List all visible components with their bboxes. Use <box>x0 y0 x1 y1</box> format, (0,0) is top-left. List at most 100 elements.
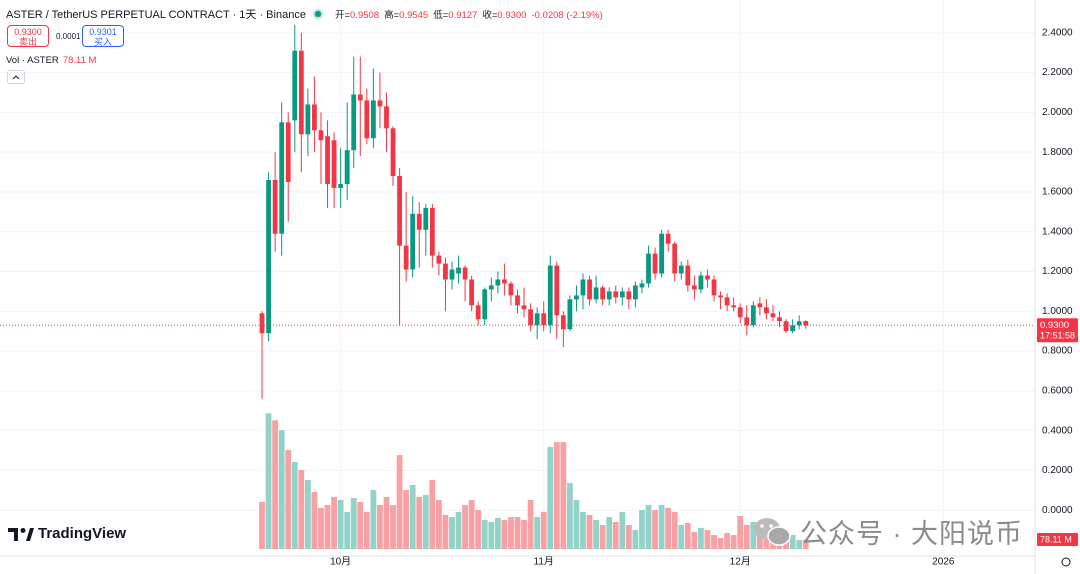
volume-bar <box>632 530 639 549</box>
candle-body <box>718 295 723 298</box>
status-dot <box>312 9 323 19</box>
sell-label: 卖出 <box>18 37 37 47</box>
volume-bar <box>278 429 285 549</box>
candle-body <box>600 287 606 300</box>
candle-body <box>619 291 625 298</box>
volume-bar <box>684 523 691 549</box>
candle-body <box>757 303 763 308</box>
volume-bar <box>363 511 370 549</box>
candle-body <box>639 283 645 288</box>
candle-body <box>606 291 612 300</box>
volume-bar <box>698 527 704 549</box>
volume-bar <box>717 537 724 549</box>
candle-body <box>312 104 317 131</box>
volume-bar <box>750 521 757 549</box>
spread: 0.0001 <box>56 32 81 41</box>
volume-bar <box>416 497 423 549</box>
collapse-icon <box>12 75 20 80</box>
volume-bar <box>396 455 403 549</box>
volume-bar <box>606 517 613 549</box>
volume-bar <box>547 446 554 549</box>
y-tick-label: 0.0000 <box>1042 505 1073 516</box>
volume-bar <box>593 520 600 549</box>
candle-body <box>698 275 704 290</box>
candle-body <box>659 233 665 274</box>
ohlc-label: 开= <box>334 10 351 21</box>
candle-body <box>508 283 514 296</box>
candle-body <box>626 291 632 300</box>
volume-bar <box>665 507 672 549</box>
volume-bar <box>370 490 377 549</box>
volume-bar <box>377 504 383 549</box>
candle-body <box>633 285 638 300</box>
candle-body <box>672 243 678 274</box>
candle-body <box>456 267 461 274</box>
volume-bar <box>435 500 442 549</box>
candle-body <box>272 180 278 234</box>
candle-body <box>796 321 802 326</box>
volume-bar <box>331 497 337 549</box>
volume-bar <box>468 500 475 549</box>
sell-button[interactable]: 0.9300 卖出 <box>7 25 49 47</box>
candle-body <box>351 94 357 151</box>
candle-body <box>285 122 291 183</box>
candle-body <box>678 265 684 274</box>
y-tick-label: 2.2000 <box>1042 67 1073 78</box>
candle-body <box>567 299 573 330</box>
volume-bar <box>521 520 527 549</box>
y-tick-label: 0.6000 <box>1042 386 1073 397</box>
x-tick-label: 12月 <box>730 556 751 568</box>
volume-bar <box>639 510 645 549</box>
volume-bar <box>337 500 344 549</box>
candle-body <box>344 150 350 185</box>
volume-bar <box>481 520 488 549</box>
candle-body <box>416 213 422 230</box>
volume-bar <box>390 504 396 549</box>
price-tag <box>1037 318 1078 343</box>
x-tick-label: 11月 <box>534 556 554 568</box>
candle-body <box>737 307 743 318</box>
ohlc-legend: 开=0.9508 高=0.9545 低=0.9127 收=0.9300 -0.0208 … <box>330 7 603 21</box>
candle-body <box>298 50 304 135</box>
candle-body <box>777 317 782 322</box>
collapse-button[interactable] <box>7 70 25 84</box>
volume-bar <box>704 530 711 549</box>
volume-bar <box>324 504 331 549</box>
candle-body <box>443 263 448 280</box>
candle-body <box>370 100 376 139</box>
buy-button[interactable]: 0.9301 买入 <box>82 25 124 47</box>
volume-bar <box>494 517 501 549</box>
volume-bar <box>711 534 717 549</box>
buy-label: 买入 <box>93 37 112 47</box>
candle-body <box>305 104 311 135</box>
ohlc-value: 0.9508 <box>350 10 380 21</box>
volume-bar <box>763 534 770 549</box>
volume-bar <box>409 484 416 549</box>
candle-body <box>652 253 658 274</box>
wechat-icon <box>754 517 791 546</box>
volume-legend-value: 78.11 M <box>62 55 97 66</box>
volume-bar <box>645 504 652 549</box>
volume-bar <box>802 540 809 549</box>
y-tick-label: 0.8000 <box>1042 346 1073 357</box>
candle-body <box>377 100 383 107</box>
volume-bar <box>344 511 351 549</box>
candle-body <box>554 265 560 316</box>
tradingview-logo[interactable]: TradingView <box>8 525 126 542</box>
volume-bar <box>573 500 580 549</box>
candle-body <box>731 305 737 308</box>
candle-body <box>750 305 756 326</box>
volume-bar <box>350 498 357 549</box>
volume-bar <box>429 480 436 549</box>
candle-body <box>475 305 481 320</box>
volume-bar <box>756 530 763 549</box>
candle-body <box>429 207 435 256</box>
volume-legend: Vol · ASTER 78.11 M <box>6 55 96 66</box>
volume-bar <box>449 517 455 549</box>
y-tick-label: 1.4000 <box>1042 226 1073 237</box>
volume-bar <box>259 501 265 549</box>
settings-icon[interactable] <box>1061 557 1071 567</box>
volume-bar <box>612 521 619 549</box>
candle-body <box>803 321 809 326</box>
